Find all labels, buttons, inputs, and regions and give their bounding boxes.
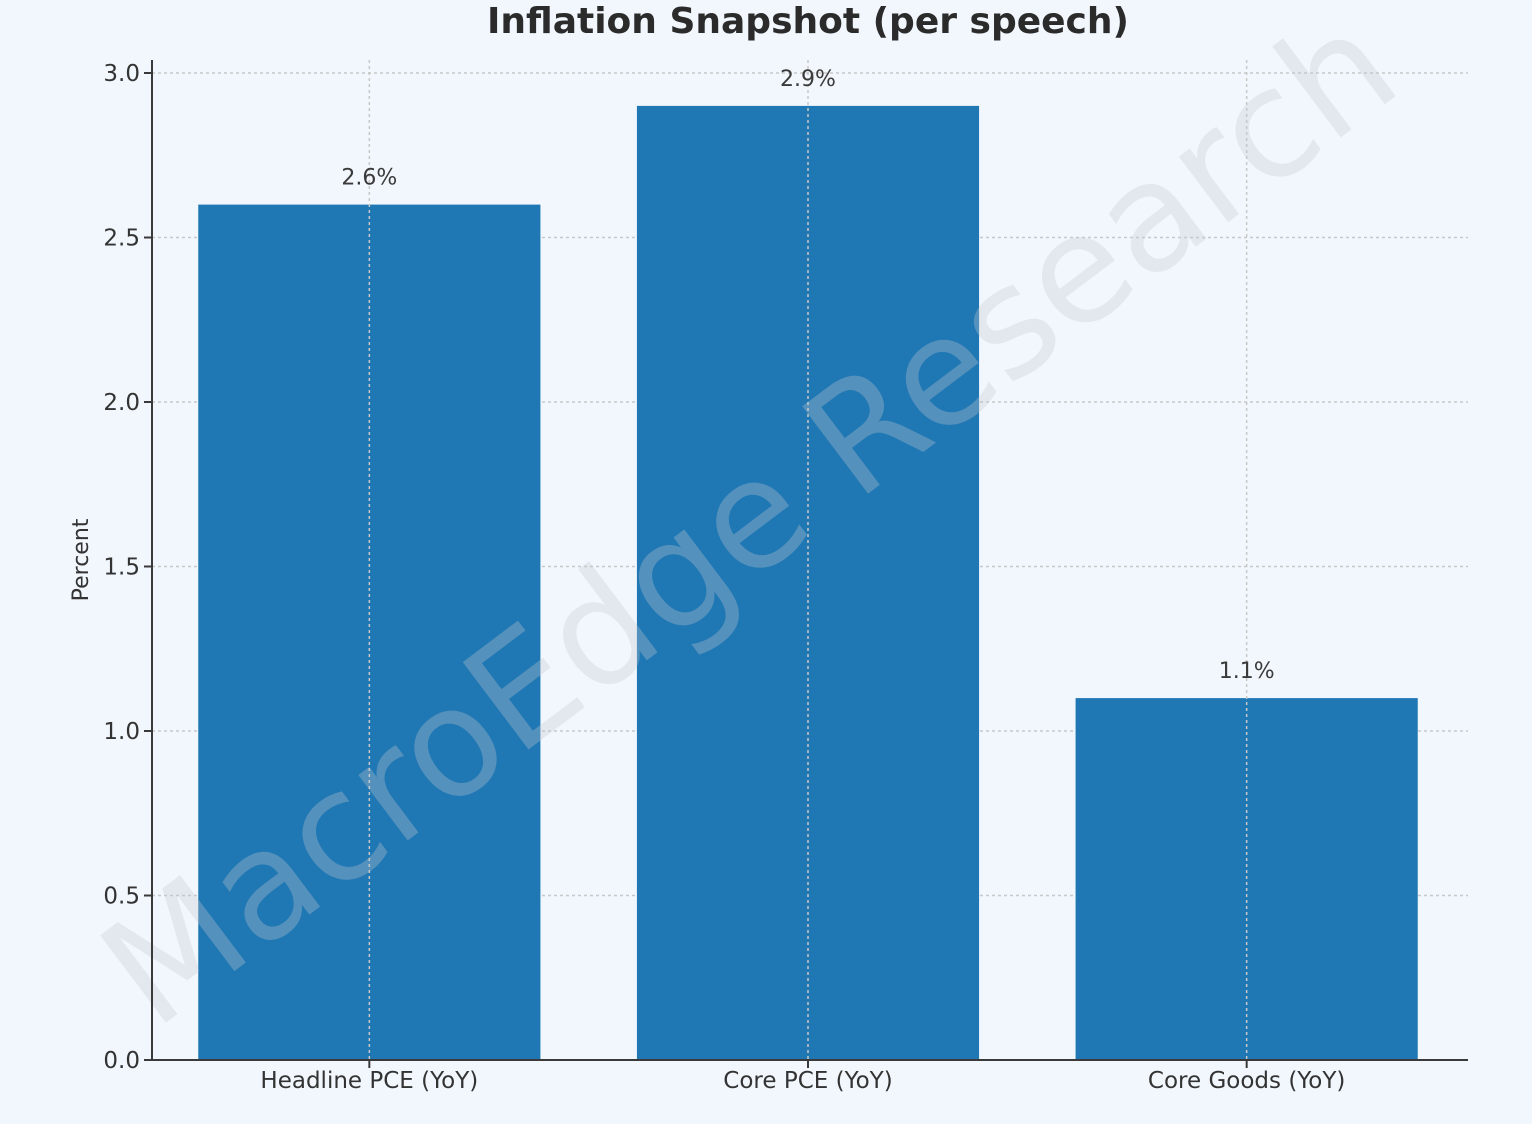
y-axis-label: Percent xyxy=(69,518,94,601)
y-tick-label: 1.5 xyxy=(103,555,140,581)
x-tick-label: Headline PCE (YoY) xyxy=(260,1068,478,1094)
y-tick-label: 0.5 xyxy=(103,884,140,910)
x-tick-label: Core Goods (YoY) xyxy=(1148,1068,1345,1094)
x-tick-label: Core PCE (YoY) xyxy=(723,1068,892,1094)
y-tick-label: 0.0 xyxy=(103,1048,140,1074)
y-tick-label: 2.0 xyxy=(103,390,140,416)
chart-title: Inflation Snapshot (per speech) xyxy=(487,1,1129,42)
y-tick-label: 3.0 xyxy=(103,61,140,87)
data-label: 2.6% xyxy=(341,166,397,191)
data-label: 2.9% xyxy=(780,67,836,92)
y-tick-label: 2.5 xyxy=(103,226,140,252)
axes: 0.0 0.5 1.0 1.5 2.0 2.5 3.0 Headline PCE (YoY) C… xyxy=(103,60,1468,1094)
data-label: 1.1% xyxy=(1219,659,1275,684)
y-tick-label: 1.0 xyxy=(103,719,140,745)
grid-vertical-lines xyxy=(368,60,1248,1060)
data-labels: 2.6% 2.9% 1.1% xyxy=(341,67,1274,684)
